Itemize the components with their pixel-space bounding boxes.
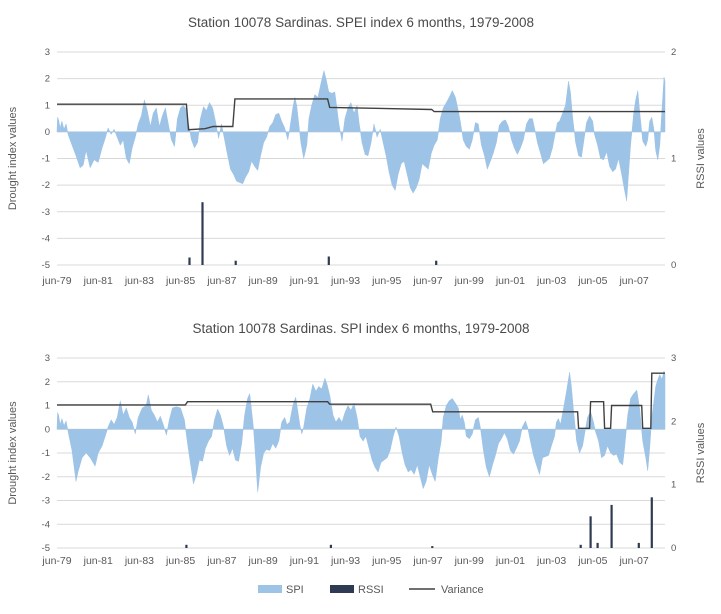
rssi-bar [431,546,434,548]
x-axis-tick: jun-01 [495,275,525,287]
left-axis-tick: -1 [42,154,50,165]
legend-swatch-spi [258,585,282,593]
right-axis-tick: 2 [671,47,676,58]
chart-title-spi: Station 10078 Sardinas. SPI index 6 mont… [193,321,530,336]
left-axis-tick: -3 [42,496,50,507]
left-axis-tick: -4 [42,519,50,530]
left-axis-tick: -4 [42,233,50,244]
x-axis-tick: jun-81 [83,555,113,567]
x-axis-tick: jun-99 [454,555,484,567]
left-axis-title: Drought index values [7,106,19,210]
spi-area-series [56,370,666,493]
x-axis-tick: jun-81 [83,275,113,287]
right-axis-tick: 0 [671,260,676,271]
rssi-bar [596,542,599,548]
left-axis-tick: 2 [45,377,50,388]
right-axis-tick: 1 [671,154,676,165]
left-axis-tick: 2 [45,74,50,85]
x-axis-tick: jun-07 [618,275,648,287]
x-axis-tick: jun-05 [577,555,607,567]
left-axis-tick: 0 [45,127,50,138]
legend-label-rssi: RSSI [358,584,384,596]
left-axis-tick: -2 [42,472,50,483]
right-axis-tick: 0 [671,543,676,554]
x-axis-tick: jun-85 [165,555,195,567]
right-axis-tick: 2 [671,416,676,427]
x-axis-tick: jun-93 [330,275,360,287]
x-axis-tick: jun-91 [289,275,319,287]
x-axis-tick: jun-89 [248,275,278,287]
right-axis-title: RSSI values [695,422,707,483]
x-axis-tick: jun-83 [124,275,154,287]
x-axis-tick: jun-03 [536,555,566,567]
x-axis-tick: jun-95 [371,555,401,567]
rssi-bar [234,260,237,265]
left-axis-tick: -3 [42,207,50,218]
x-axis-tick: jun-99 [454,275,484,287]
left-axis-tick: 1 [45,401,50,412]
right-axis-tick: 3 [671,353,676,364]
left-axis-tick: 0 [45,424,50,435]
x-axis-tick: jun-03 [536,275,566,287]
x-axis-tick: jun-79 [41,555,71,567]
left-axis-tick: -1 [42,448,50,459]
rssi-bar [329,544,332,548]
chart-spi [56,357,666,549]
variance-line-series [57,372,665,429]
legend-label-variance: Variance [441,584,484,596]
x-axis-tick: jun-97 [412,275,442,287]
rssi-bar [201,202,204,265]
legend [258,585,435,593]
spei-area-series [56,70,666,202]
x-axis-tick: jun-91 [289,555,319,567]
rssi-bar [610,504,613,548]
x-axis-tick: jun-83 [124,555,154,567]
rssi-bar [435,260,438,265]
rssi-bar [188,257,191,265]
rssi-bar [589,516,592,548]
x-axis-tick: jun-07 [618,555,648,567]
left-axis-tick: 3 [45,353,50,364]
left-axis-tick: 1 [45,100,50,111]
left-axis-title: Drought index values [7,401,19,505]
x-axis-tick: jun-95 [371,275,401,287]
x-axis-tick: jun-01 [495,555,525,567]
x-axis-tick: jun-89 [248,555,278,567]
chart-spei [56,51,666,266]
left-axis-tick: -5 [42,260,50,271]
x-axis-tick: jun-87 [206,275,236,287]
x-axis-tick: jun-97 [412,555,442,567]
rssi-bar [185,544,188,548]
legend-swatch-rssi [330,585,354,593]
rssi-bar [327,256,330,265]
x-axis-tick: jun-79 [41,275,71,287]
rssi-bar [650,497,653,548]
x-axis-tick: jun-87 [206,555,236,567]
left-axis-tick: -5 [42,543,50,554]
chart-title-spei: Station 10078 Sardinas. SPEI index 6 mon… [188,15,534,30]
x-axis-tick: jun-93 [330,555,360,567]
x-axis-tick: jun-05 [577,275,607,287]
legend-label-spi: SPI [286,584,304,596]
right-axis-title: RSSI values [695,128,707,189]
x-axis-tick: jun-85 [165,275,195,287]
rssi-bar [637,542,640,548]
left-axis-tick: 3 [45,47,50,58]
variance-line-series [57,98,665,131]
left-axis-tick: -2 [42,180,50,191]
rssi-bar [579,544,582,548]
right-axis-tick: 1 [671,480,676,491]
